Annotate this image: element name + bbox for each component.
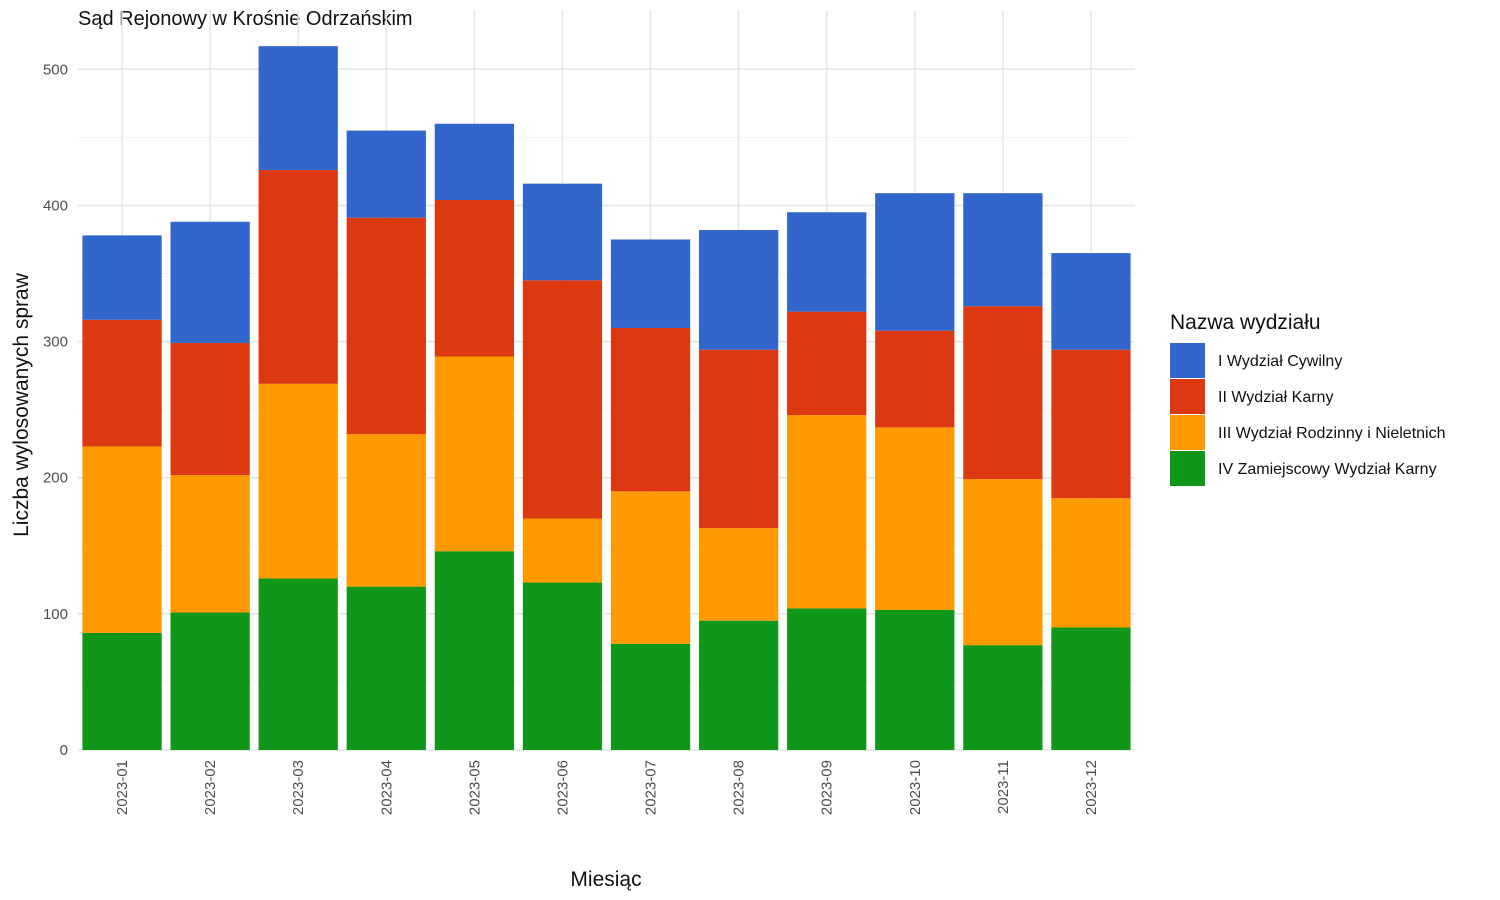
bar-segment xyxy=(963,306,1043,480)
bar-segment xyxy=(787,212,867,312)
x-tick-label: 2023-05 xyxy=(466,760,483,815)
bar-segment xyxy=(522,582,603,750)
bar-segment xyxy=(1051,627,1131,750)
x-axis: 2023-01 2023-02 2023-03 2023-04 2023-05 2023-… xyxy=(114,760,1100,815)
legend-label: II Wydział Karny xyxy=(1218,389,1333,406)
bar-segment xyxy=(698,528,779,621)
bar-segment xyxy=(82,446,162,633)
x-tick-label: 2023-12 xyxy=(1083,760,1100,815)
x-tick-label: 2023-10 xyxy=(907,760,924,815)
y-tick-label: 100 xyxy=(43,606,68,623)
chart-title: Sąd Rejonowy w Krośnie Odrzańskim xyxy=(78,8,413,30)
bar-segment xyxy=(170,612,250,750)
bar-segment xyxy=(963,479,1043,646)
bar-segment xyxy=(522,280,603,519)
legend-title: Nazwa wydziału xyxy=(1170,311,1321,334)
bar-segment xyxy=(82,235,162,320)
bar-segment xyxy=(82,632,162,750)
bar-segment xyxy=(875,330,955,428)
bar-segment xyxy=(610,643,691,750)
y-tick-label: 400 xyxy=(43,197,68,214)
bar-segment xyxy=(875,427,955,610)
bar-segment xyxy=(1051,349,1131,499)
bar-segment xyxy=(610,491,691,644)
bars xyxy=(82,46,1131,750)
bar-segment xyxy=(698,620,779,750)
bar-segment xyxy=(434,123,515,200)
y-tick-label: 200 xyxy=(43,470,68,487)
x-tick-label: 2023-07 xyxy=(643,760,660,815)
bar-segment xyxy=(258,383,338,579)
legend-swatch xyxy=(1170,415,1205,450)
x-tick-label: 2023-01 xyxy=(114,760,131,815)
bar-segment xyxy=(610,327,691,492)
bar-segment xyxy=(170,221,250,343)
legend-label: I Wydział Cywilny xyxy=(1218,353,1342,370)
y-tick-label: 300 xyxy=(43,334,68,351)
y-axis: 0 100 200 300 400 500 xyxy=(43,61,68,759)
y-tick-label: 500 xyxy=(43,61,68,78)
bar-segment xyxy=(522,518,603,583)
bar-segment xyxy=(82,319,162,447)
x-tick-label: 2023-03 xyxy=(290,760,307,815)
bar-segment xyxy=(522,183,603,281)
bar-segment xyxy=(434,551,515,750)
bar-segment xyxy=(1051,253,1131,350)
bar-segment xyxy=(346,130,426,218)
bar-segment xyxy=(963,645,1043,750)
bar-segment xyxy=(346,217,426,435)
bar-segment xyxy=(258,46,338,171)
x-tick-label: 2023-08 xyxy=(731,760,748,815)
bar-segment xyxy=(346,586,426,750)
y-axis-title: Liczba wylosowanych spraw xyxy=(10,272,33,537)
bar-segment xyxy=(434,356,515,552)
legend-label: IV Zamiejscowy Wydział Karny xyxy=(1218,461,1437,478)
bar-segment xyxy=(346,434,426,587)
legend-swatch xyxy=(1170,451,1205,486)
x-tick-label: 2023-02 xyxy=(202,760,219,815)
bar-segment xyxy=(610,239,691,328)
bar-segment xyxy=(787,311,867,416)
y-tick-label: 0 xyxy=(60,742,68,759)
legend-label: III Wydział Rodzinny i Nieletnich xyxy=(1218,425,1446,442)
bar-segment xyxy=(170,342,250,475)
legend-swatch xyxy=(1170,379,1205,414)
bar-segment xyxy=(1051,498,1131,628)
x-tick-label: 2023-06 xyxy=(554,760,571,815)
bar-segment xyxy=(258,578,338,750)
bar-segment xyxy=(787,415,867,609)
bar-segment xyxy=(787,608,867,750)
bar-segment xyxy=(698,229,779,350)
x-tick-label: 2023-11 xyxy=(995,760,1012,814)
legend: Nazwa wydziału I Wydział Cywilny II Wydzi… xyxy=(1170,311,1446,486)
bar-segment xyxy=(170,474,250,613)
x-axis-title: Miesiąc xyxy=(570,868,641,891)
bar-segment xyxy=(434,199,515,357)
legend-swatch xyxy=(1170,343,1205,378)
bar-segment xyxy=(698,349,779,529)
bar-segment xyxy=(963,193,1043,307)
bar-segment xyxy=(875,193,955,331)
x-tick-label: 2023-04 xyxy=(378,760,395,815)
bar-segment xyxy=(875,609,955,750)
x-tick-label: 2023-09 xyxy=(819,760,836,815)
bar-segment xyxy=(258,170,338,384)
